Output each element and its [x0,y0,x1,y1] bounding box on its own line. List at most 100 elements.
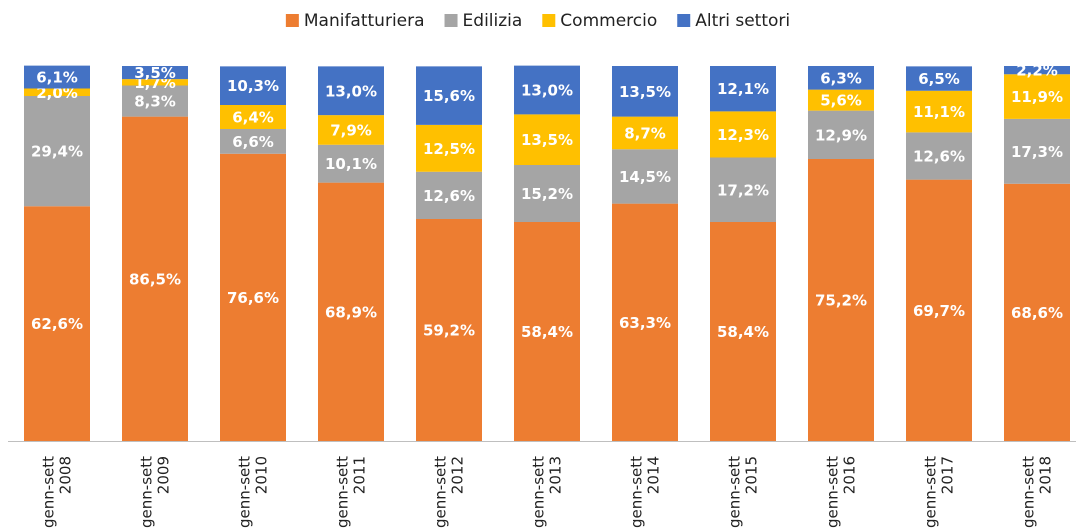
data-label: 13,5% [521,131,573,149]
x-tick-label: genn-sett2008 [39,456,74,528]
bar-segment [318,182,384,441]
data-label: 6,4% [232,109,274,127]
data-label: 13,0% [325,82,377,100]
bar-segment [24,88,90,96]
bar-segment [1004,66,1070,75]
data-label: 75,2% [815,292,867,310]
data-label: 62,6% [31,315,83,333]
x-tick-label: genn-sett2013 [529,456,564,528]
bar-segment [122,85,188,117]
bar-segment [710,157,776,222]
bar-segment [612,116,678,150]
data-label: 58,4% [717,323,769,341]
bar-segment [318,144,384,183]
bar-segment [906,179,972,441]
data-label: 10,1% [325,155,377,173]
data-label: 6,5% [918,70,960,88]
legend-label: Altri settori [695,11,790,31]
bar-segment [514,165,580,222]
legend-label: Edilizia [463,11,523,31]
x-tick-label: genn-sett2011 [333,456,368,528]
data-label: 12,9% [815,126,867,144]
data-label: 10,3% [227,77,279,95]
data-label: 59,2% [423,322,475,340]
bar-segment [122,66,188,80]
data-label: 69,7% [913,302,965,320]
bar-segment [416,124,482,172]
x-tick-label: genn-sett2015 [725,456,760,528]
bar-segment [710,66,776,112]
bar-segment [514,65,580,115]
bar-segment [220,105,286,129]
legend-swatch [285,14,299,27]
x-tick-label: genn-sett2010 [235,456,270,528]
data-label: 8,7% [624,124,666,142]
bar-segment [906,132,972,180]
data-label: 11,9% [1011,88,1063,106]
data-label: 6,3% [820,69,862,87]
bar-segment [1004,183,1070,441]
bar-segment [710,111,776,158]
data-label: 6,6% [232,133,274,151]
data-label: 58,4% [521,323,573,341]
data-label: 76,6% [227,289,279,307]
bar-segment [808,66,874,90]
data-label: 13,0% [521,82,573,100]
data-label: 12,6% [913,148,965,166]
bar-segment [612,203,678,441]
bar-segment [1004,74,1070,119]
data-label: 5,6% [820,92,862,110]
bar-segment [514,222,580,441]
bar-segment [514,114,580,165]
bar-segment [416,219,482,441]
data-label: 63,3% [619,314,671,332]
legend-swatch [542,14,556,27]
bar-segment [220,66,286,105]
bar-segment [906,66,972,91]
bar-segment [220,129,286,154]
data-label: 12,1% [717,80,769,98]
legend-label: Manifatturiera [304,11,425,31]
data-label: 2,2% [1016,62,1058,80]
data-label: 68,9% [325,303,377,321]
data-label: 17,3% [1011,143,1063,161]
x-tick-label: genn-sett2012 [431,456,466,528]
x-tick-label: genn-sett2018 [1019,456,1054,528]
bar-segment [612,66,678,117]
bar-segment [122,116,188,441]
bar-segment [808,110,874,159]
bar-segment [220,153,286,441]
bar-segment [906,90,972,133]
data-label: 68,6% [1011,304,1063,322]
data-label: 14,5% [619,168,671,186]
bar-segment [808,159,874,441]
legend-label: Commercio [560,11,657,31]
bar-segment [24,65,90,89]
data-label: 15,6% [423,87,475,105]
data-label: 17,2% [717,181,769,199]
bar-segment [808,89,874,111]
data-label: 3,5% [134,64,176,82]
bar-segment [318,115,384,145]
legend-swatch [677,14,691,27]
data-label: 12,6% [423,187,475,205]
data-label: 6,1% [36,69,78,87]
x-tick-label: genn-sett2009 [137,456,172,528]
bar-segment [318,66,384,116]
data-label: 86,5% [129,270,181,288]
bar-segment [416,66,482,125]
bar-segment [612,149,678,204]
legend-swatch [444,14,458,27]
bar-segment [24,96,90,207]
data-label: 15,2% [521,185,573,203]
bar-segment [24,206,90,441]
data-label: 29,4% [31,143,83,161]
data-label: 7,9% [330,121,372,139]
data-label: 12,5% [423,140,475,158]
data-label: 8,3% [134,93,176,111]
bar-segment [710,222,776,441]
data-label: 11,1% [913,103,965,121]
bar-segment [1004,118,1070,184]
data-label: 13,5% [619,83,671,101]
